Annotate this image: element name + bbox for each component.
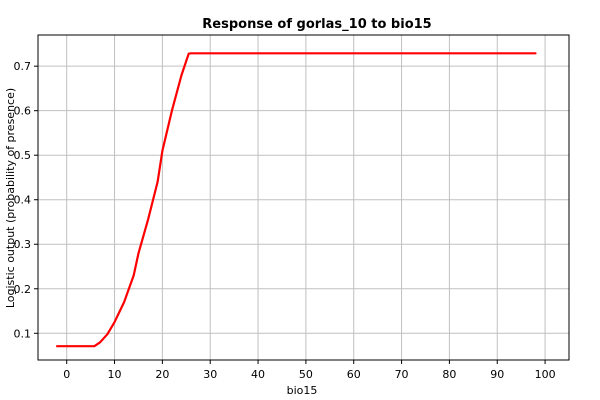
y-tick-label: 0.7 (14, 60, 32, 73)
y-tick-label: 0.6 (14, 105, 32, 118)
x-tick-label: 90 (490, 368, 504, 381)
x-axis-ticks: 0 10 20 30 40 50 60 70 80 90 100 (63, 360, 556, 381)
plot-border (37, 34, 570, 361)
y-tick-label: 0.3 (14, 238, 32, 251)
x-tick-label: 80 (442, 368, 456, 381)
x-tick-label: 30 (203, 368, 217, 381)
x-tick-label: 50 (299, 368, 313, 381)
x-tick-label: 100 (535, 368, 556, 381)
y-tick-label: 0.2 (14, 283, 32, 296)
y-tick-label: 0.1 (14, 327, 32, 340)
y-tick-label: 0.4 (14, 194, 32, 207)
x-tick-label: 0 (63, 368, 70, 381)
x-tick-label: 20 (155, 368, 169, 381)
x-tick-label: 70 (395, 368, 409, 381)
y-axis-label: Logistic output (probability of presence… (4, 88, 17, 308)
x-gridlines (66, 35, 546, 360)
y-axis-ticks: 0.1 0.2 0.3 0.4 0.5 0.6 0.7 (14, 60, 38, 340)
response-curve (55, 52, 537, 348)
plot-frame (37, 34, 570, 361)
chart-title: Response of gorlas_10 to bio15 (202, 17, 431, 32)
series-group (55, 52, 537, 348)
x-tick-label: 40 (251, 368, 265, 381)
y-tick-label: 0.5 (14, 149, 32, 162)
x-tick-label: 60 (347, 368, 361, 381)
x-tick-label: 10 (108, 368, 122, 381)
x-axis-label: bio15 (287, 384, 318, 397)
y-gridlines (38, 65, 569, 334)
